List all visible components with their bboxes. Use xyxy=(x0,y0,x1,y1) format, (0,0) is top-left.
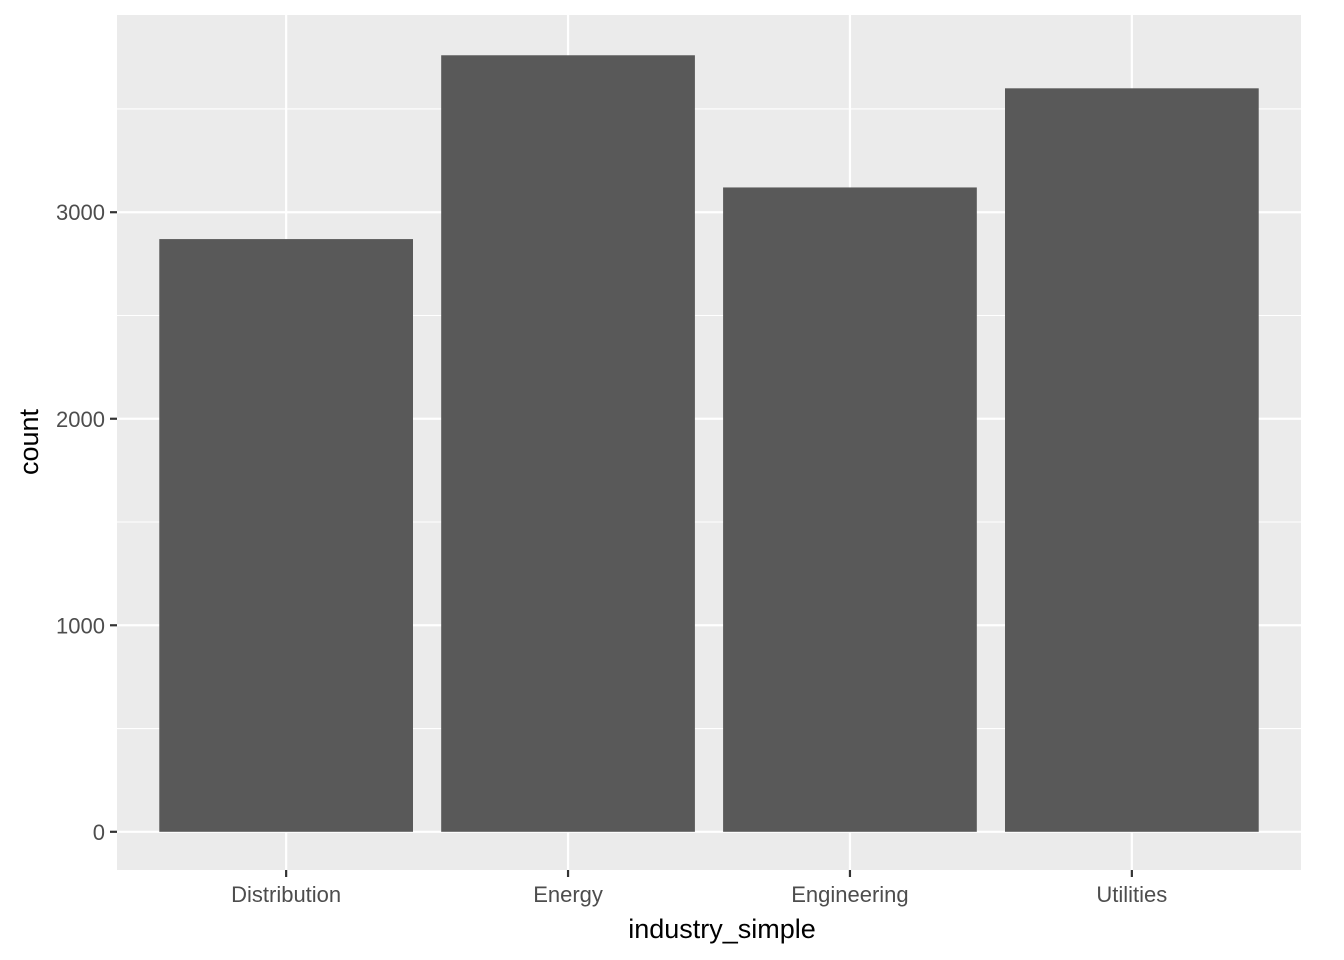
y-axis-title: count xyxy=(14,408,44,475)
x-tick-label: Energy xyxy=(533,882,603,907)
bar-utilities xyxy=(1005,88,1259,832)
bar-distribution xyxy=(159,239,413,832)
y-tick-label: 3000 xyxy=(56,200,105,225)
x-tick-label: Engineering xyxy=(791,882,908,907)
x-axis-title: industry_simple xyxy=(628,914,816,944)
bar-energy xyxy=(441,55,695,832)
y-tick-label: 1000 xyxy=(56,613,105,638)
y-tick-label: 0 xyxy=(93,820,105,845)
y-tick-label: 2000 xyxy=(56,407,105,432)
y-axis: 0 1000 2000 3000 xyxy=(56,200,117,845)
x-tick-label: Distribution xyxy=(231,882,341,907)
x-axis: Distribution Energy Engineering Utilities xyxy=(231,870,1167,907)
bar-engineering xyxy=(723,187,977,832)
bars xyxy=(159,55,1259,832)
x-tick-label: Utilities xyxy=(1096,882,1167,907)
